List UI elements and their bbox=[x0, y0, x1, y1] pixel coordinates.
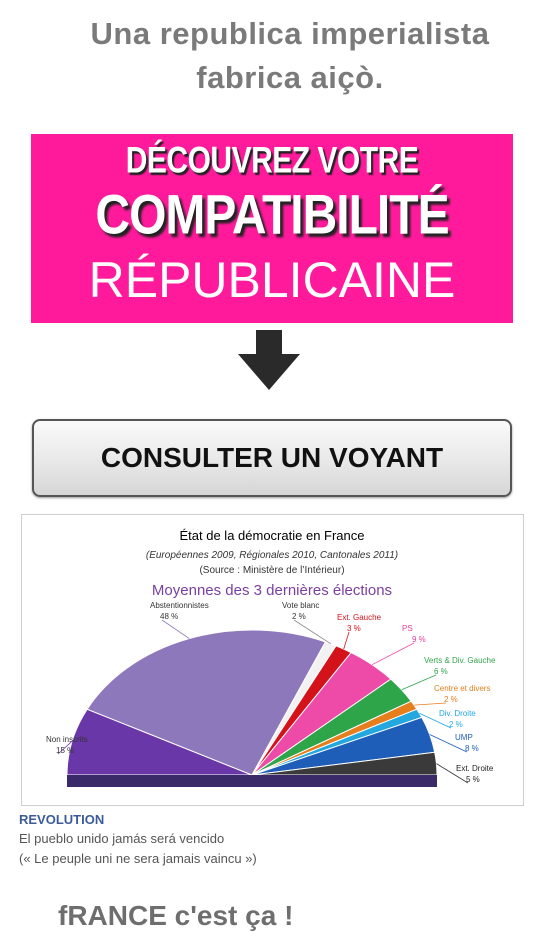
banner-line-1: DÉCOUVREZ VOTRE bbox=[125, 139, 419, 181]
pie-leader-4 bbox=[371, 642, 415, 666]
pie-value-7: 2 % bbox=[449, 720, 463, 729]
caption-line-1: El pueblo unido jamás será vencido bbox=[19, 831, 225, 846]
footer-text: fRANCE c'est ça ! bbox=[58, 900, 294, 931]
pie-value-4: 9 % bbox=[412, 635, 426, 644]
pie-value-2: 2 % bbox=[292, 612, 306, 621]
banner-line-2: COMPATIBILITÉ bbox=[95, 185, 449, 246]
pie-leader-7 bbox=[419, 712, 452, 729]
pie-slices bbox=[66, 629, 438, 787]
pie-slice-1 bbox=[86, 629, 327, 776]
pie-label-0: Non inscrits bbox=[46, 735, 88, 744]
pie-label-5: Verts & Div. Gauche bbox=[424, 656, 496, 665]
democracy-pie-chart: État de la démocratie en France (Europée… bbox=[21, 514, 524, 806]
headline-line-1: Una republica imperialista bbox=[90, 16, 490, 51]
banner-line-3: RÉPUBLICAINE bbox=[88, 252, 456, 308]
pie-label-7: Div. Droite bbox=[439, 709, 476, 718]
pie-label-3: Ext. Gauche bbox=[337, 613, 382, 622]
pie-leader-9 bbox=[436, 763, 469, 784]
consult-psychic-button[interactable]: CONSULTER UN VOYANT bbox=[32, 419, 512, 497]
headline-line-2: fabrica aiçò. bbox=[196, 60, 384, 95]
pie-label-6: Centre et divers bbox=[434, 684, 490, 693]
pie-value-8: 8 % bbox=[465, 744, 479, 753]
pie-base bbox=[67, 775, 437, 787]
pie-leader-8 bbox=[429, 734, 468, 753]
pie-label-1: Abstentionnistes bbox=[150, 601, 209, 610]
caption-line-2: (« Le peuple uni ne sera jamais vaincu »… bbox=[19, 851, 257, 866]
pie-label-9: Ext. Droite bbox=[456, 764, 494, 773]
down-arrow-icon bbox=[238, 330, 300, 390]
pie-label-4: PS bbox=[402, 624, 413, 633]
caption-title: REVOLUTION bbox=[19, 812, 105, 827]
pie-leader-1 bbox=[161, 619, 190, 639]
pie-leader-2 bbox=[293, 619, 332, 645]
compatibility-banner: DÉCOUVREZ VOTRE COMPATIBILITÉ RÉPUBLICAI… bbox=[31, 134, 513, 323]
pie-value-3: 3 % bbox=[347, 624, 361, 633]
pie-value-0: 15 % bbox=[56, 746, 74, 755]
pie-value-9: 5 % bbox=[466, 775, 480, 784]
chart-canvas: État de la démocratie en France (Europée… bbox=[46, 528, 496, 787]
chart-subtitle: (Européennes 2009, Régionales 2010, Cant… bbox=[146, 550, 398, 561]
pie-leader-5 bbox=[401, 674, 437, 691]
headline: Una republica imperialista fabrica aiçò. bbox=[40, 12, 540, 100]
pie-label-2: Vote blanc bbox=[282, 601, 319, 610]
pie-leader-0 bbox=[57, 740, 73, 755]
pie-value-6: 2 % bbox=[444, 695, 458, 704]
pie-leader-3 bbox=[343, 631, 350, 650]
chart-source: (Source : Ministère de l’Intérieur) bbox=[199, 565, 344, 576]
chart-heading: Moyennes des 3 dernières élections bbox=[152, 582, 392, 599]
pie-leader-6 bbox=[414, 702, 447, 706]
pie-labels: Non inscrits 15 % Abstentionnistes 48 % Vote… bbox=[46, 601, 496, 784]
chart-title: État de la démocratie en France bbox=[180, 528, 365, 543]
pie-value-1: 48 % bbox=[160, 612, 178, 621]
pie-value-5: 6 % bbox=[434, 667, 448, 676]
pie-label-8: UMP bbox=[455, 733, 473, 742]
